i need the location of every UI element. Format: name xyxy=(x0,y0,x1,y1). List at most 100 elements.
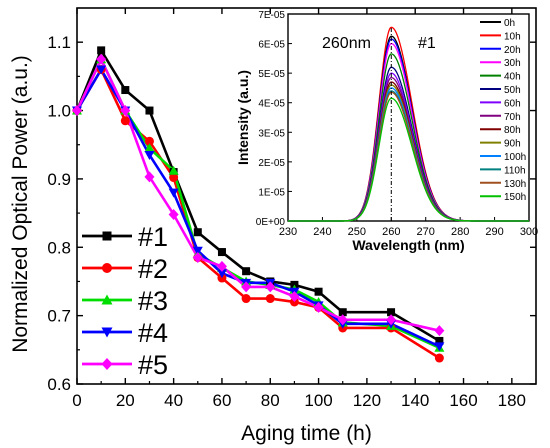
x-tick-label: 120 xyxy=(353,391,381,410)
legend-label-5: #5 xyxy=(138,350,168,380)
legend-marker-5 xyxy=(101,358,113,370)
inset-legend-label-50h: 50h xyxy=(504,85,521,96)
y-tick-label: 0.8 xyxy=(47,238,71,257)
data-point-series-5 xyxy=(337,314,348,326)
x-tick-label: 140 xyxy=(401,391,429,410)
data-point-series-1 xyxy=(121,86,130,95)
inset-y-tick-label: 5E-05 xyxy=(258,69,285,80)
data-point-series-1 xyxy=(435,336,444,345)
data-point-series-1 xyxy=(97,46,106,55)
data-point-series-2 xyxy=(169,173,179,183)
data-point-series-5 xyxy=(241,281,252,293)
legend-marker-4 xyxy=(101,327,113,338)
inset-x-tick-label: 250 xyxy=(348,226,366,238)
data-point-series-1 xyxy=(242,267,251,276)
inset-legend-label-0h: 0h xyxy=(504,18,515,29)
data-point-series-2 xyxy=(241,294,251,304)
legend-marker-3 xyxy=(101,294,113,305)
inset-legend-label-110h: 110h xyxy=(504,165,526,176)
inset-x-tick-label: 280 xyxy=(451,226,469,238)
inset-y-tick-label: 4E-05 xyxy=(258,99,285,110)
data-point-series-5 xyxy=(289,290,300,302)
legend-marker-2 xyxy=(102,263,112,273)
inset-annotation-wavelength: 260nm xyxy=(322,35,371,52)
data-point-series-5 xyxy=(144,171,155,183)
data-point-series-3 xyxy=(144,143,155,153)
main-plot-frame xyxy=(76,7,537,385)
data-point-series-1 xyxy=(387,308,396,317)
y-tick-label: 0.9 xyxy=(47,170,71,189)
x-tick-label: 60 xyxy=(212,391,231,410)
inset-x-tick-label: 300 xyxy=(520,226,538,238)
inset-y-tick-label: 0E+00 xyxy=(256,217,286,228)
data-point-series-5 xyxy=(434,325,445,337)
data-point-series-2 xyxy=(265,294,275,304)
legend-label-3: #3 xyxy=(138,286,168,316)
data-point-series-1 xyxy=(314,287,323,296)
inset-x-tick-label: 260 xyxy=(382,226,400,238)
legend-label-4: #4 xyxy=(138,318,168,348)
data-point-series-2 xyxy=(144,136,154,146)
inset-x-tick-label: 230 xyxy=(279,226,297,238)
data-point-series-4 xyxy=(192,246,203,256)
inset-y-tick-label: 1E-05 xyxy=(258,187,285,198)
inset-legend-label-100h: 100h xyxy=(504,152,526,163)
data-point-series-2 xyxy=(120,116,130,126)
inset-spectrum-plot: 230 240 250 260 270 280 290 300 0E+00 1E-05 2E-05 3… xyxy=(235,10,538,253)
inset-x-tick-label: 290 xyxy=(485,226,503,238)
data-point-series-1 xyxy=(145,106,154,115)
data-point-series-4 xyxy=(96,65,107,75)
data-point-series-1 xyxy=(338,308,347,317)
data-point-series-5 xyxy=(313,301,324,313)
main-axis-ticks: 0 20 40 60 80 100 120 140 160 180 0.6 0.7 0.8 0.9 1.0 1… xyxy=(9,8,536,445)
main-legend: #1#2#3#4#5 xyxy=(82,222,168,380)
data-point-series-1 xyxy=(217,248,226,257)
data-point-series-5 xyxy=(192,252,203,264)
inset-annotation-sample: #1 xyxy=(418,35,436,52)
y-tick-label: 0.7 xyxy=(47,307,71,326)
x-tick-label: 180 xyxy=(498,391,526,410)
x-tick-label: 0 xyxy=(72,391,81,410)
inset-legend-label-70h: 70h xyxy=(504,112,521,123)
inset-y-tick-label: 7E-05 xyxy=(258,10,285,21)
data-point-series-5 xyxy=(216,260,227,272)
data-point-series-2 xyxy=(434,353,444,363)
legend-marker-1 xyxy=(102,231,112,241)
inset-legend-label-10h: 10h xyxy=(504,31,521,42)
inset-y-tick-label: 6E-05 xyxy=(258,40,285,51)
data-point-series-4 xyxy=(434,342,445,352)
y-tick-label: 1.1 xyxy=(47,33,71,52)
inset-legend-label-130h: 130h xyxy=(504,179,526,190)
inset-legend-label-60h: 60h xyxy=(504,98,521,109)
inset-legend-label-150h: 150h xyxy=(504,192,526,203)
data-point-series-1 xyxy=(193,228,202,237)
data-point-series-5 xyxy=(386,314,397,326)
data-point-series-4 xyxy=(216,269,227,279)
legend-label-1: #1 xyxy=(138,222,168,252)
data-point-series-5 xyxy=(168,208,179,220)
x-tick-label: 160 xyxy=(449,391,477,410)
data-point-series-5 xyxy=(265,281,276,293)
inset-y-tick-label: 2E-05 xyxy=(258,158,285,169)
main-series-markers xyxy=(72,46,445,363)
x-tick-label: 40 xyxy=(164,391,183,410)
spectrum-curve-150h xyxy=(288,97,529,222)
inset-legend-label-20h: 20h xyxy=(504,45,521,56)
data-point-series-4 xyxy=(168,188,179,198)
inset-legend-label-80h: 80h xyxy=(504,125,521,136)
series-line-1 xyxy=(75,49,441,343)
inset-x-tick-label: 270 xyxy=(417,226,435,238)
y-axis-label: Normalized Optical Power (a.u.) xyxy=(9,55,32,353)
data-point-series-4 xyxy=(144,150,155,160)
x-tick-label: 80 xyxy=(261,391,280,410)
inset-legend-label-90h: 90h xyxy=(504,139,521,150)
inset-legend-label-30h: 30h xyxy=(504,58,521,69)
data-point-series-3 xyxy=(168,165,179,175)
data-point-series-5 xyxy=(120,105,131,117)
inset-y-tick-label: 3E-05 xyxy=(258,128,285,139)
legend-label-2: #2 xyxy=(138,254,168,284)
inset-y-axis-label: Intensity (a.u.) xyxy=(235,70,251,165)
main-plot-border xyxy=(76,7,537,385)
inset-x-axis-label: Wavelength (nm) xyxy=(352,237,464,253)
